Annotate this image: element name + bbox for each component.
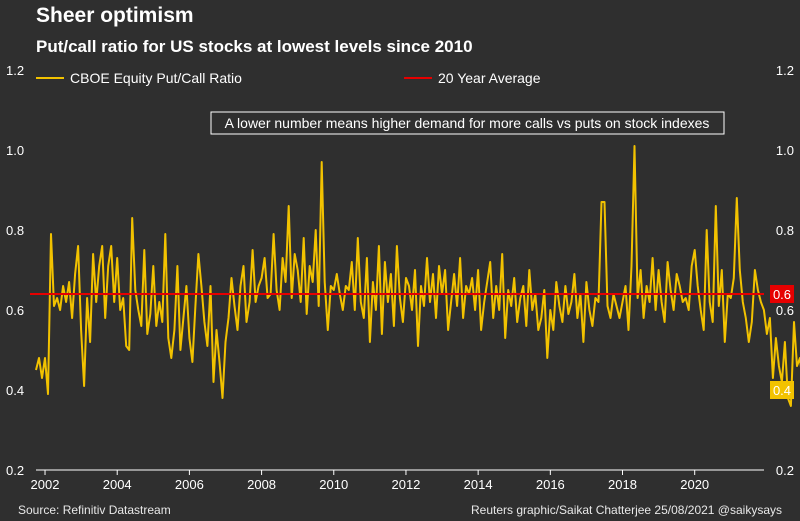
annotation-text: A lower number means higher demand for m… — [225, 115, 710, 131]
x-tick-label: 2018 — [608, 477, 637, 492]
y-tick-label-left: 0.4 — [6, 383, 24, 398]
legend-label-average: 20 Year Average — [438, 70, 541, 86]
y-tick-label-left: 1.0 — [6, 143, 24, 158]
y-axis-left: 0.2 0.4 0.6 0.8 1.0 1.2 — [6, 63, 24, 478]
legend-label-put-call: CBOE Equity Put/Call Ratio — [70, 70, 242, 86]
y-tick-label-left: 0.8 — [6, 223, 24, 238]
y-tick-label-right: 0.6 — [776, 303, 794, 318]
legend: CBOE Equity Put/Call Ratio 20 Year Avera… — [36, 70, 541, 86]
y-tick-label-right: 1.2 — [776, 63, 794, 78]
x-tick-label: 2012 — [391, 477, 420, 492]
x-tick-label: 2008 — [247, 477, 276, 492]
y-tick-label-left: 0.6 — [6, 303, 24, 318]
y-tick-label-right: 0.8 — [776, 223, 794, 238]
y-tick-label-right: 1.0 — [776, 143, 794, 158]
y-tick-label-left: 1.2 — [6, 63, 24, 78]
credit-note: Reuters graphic/Saikat Chatterjee 25/08/… — [470, 503, 782, 517]
page-subtitle: Put/call ratio for US stocks at lowest l… — [36, 37, 473, 56]
x-axis: 2002 2004 2006 2008 2010 2012 2014 2016 2018 2020 — [31, 469, 764, 492]
latest-value-label: 0.4 — [773, 383, 791, 398]
x-tick-label: 2014 — [464, 477, 493, 492]
x-tick-label: 2006 — [175, 477, 204, 492]
y-tick-label-right: 0.2 — [776, 463, 794, 478]
latest-end-label: 0.4 — [770, 381, 794, 399]
x-tick-label: 2010 — [319, 477, 348, 492]
average-value-label: 0.6 — [773, 287, 791, 302]
y-axis-right: 0.2 0.4 0.6 0.8 1.0 1.2 — [776, 63, 794, 478]
page-title: Sheer optimism — [36, 4, 194, 27]
average-end-label: 0.6 — [770, 285, 794, 303]
source-note: Source: Refinitiv Datastream — [18, 503, 171, 517]
x-tick-label: 2004 — [103, 477, 132, 492]
annotation-box: A lower number means higher demand for m… — [210, 111, 725, 135]
x-tick-label: 2002 — [31, 477, 60, 492]
put-call-ratio-line — [35, 145, 800, 407]
y-tick-label-left: 0.2 — [6, 463, 24, 478]
x-tick-label: 2020 — [680, 477, 709, 492]
x-tick-label: 2016 — [536, 477, 565, 492]
